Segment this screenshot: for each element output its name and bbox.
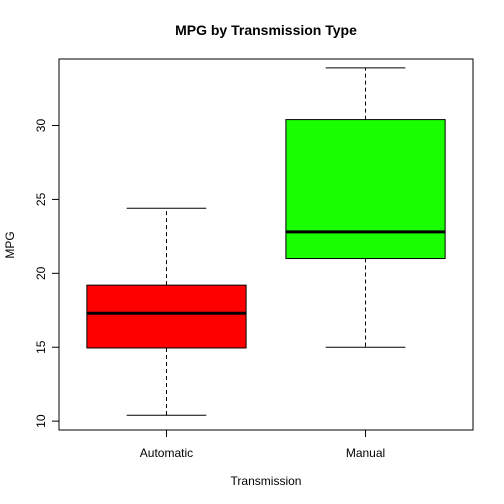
x-tick-label: Manual bbox=[346, 446, 385, 460]
x-tick-label: Automatic bbox=[140, 446, 193, 460]
chart-title: MPG by Transmission Type bbox=[175, 22, 357, 38]
y-tick-label: 30 bbox=[34, 119, 48, 133]
y-axis-label: MPG bbox=[3, 231, 17, 258]
y-tick-label: 25 bbox=[34, 192, 48, 206]
iqr-box bbox=[86, 284, 247, 349]
y-axis: 10 15 20 25 30 bbox=[34, 119, 60, 428]
x-axis-label: Transmission bbox=[231, 474, 302, 488]
box-group-automatic bbox=[86, 207, 247, 416]
box-group-manual bbox=[285, 67, 446, 348]
y-tick-label: 15 bbox=[34, 340, 48, 354]
iqr-box bbox=[285, 119, 446, 260]
boxes-layer bbox=[86, 67, 446, 416]
y-tick-label: 10 bbox=[34, 414, 48, 428]
x-axis: Automatic Manual bbox=[140, 429, 385, 460]
y-tick-label: 20 bbox=[34, 266, 48, 280]
